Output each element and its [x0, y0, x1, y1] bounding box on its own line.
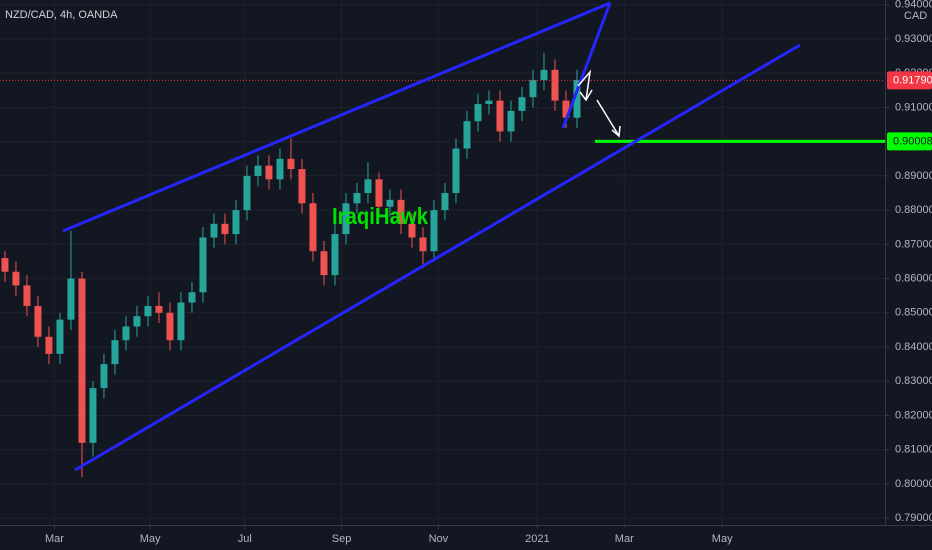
chart-title: NZD/CAD, 4h, OANDA [5, 9, 118, 21]
candle-body [342, 203, 350, 235]
candle-body [56, 319, 64, 354]
candle-body [221, 223, 229, 235]
candle-body [353, 193, 361, 204]
y-tick-label: 0.87000 [895, 238, 932, 250]
level-box [887, 132, 932, 151]
currency-label: CAD [904, 10, 927, 22]
candle-body [155, 305, 163, 313]
y-tick-label: 0.82000 [895, 409, 932, 421]
candle-body [166, 312, 174, 341]
y-tick-label: 0.83000 [895, 375, 932, 387]
plot [0, 0, 885, 525]
candle-body [408, 223, 416, 238]
candle-body [529, 80, 537, 98]
candle-body [177, 302, 185, 341]
arrow-head [611, 125, 621, 138]
candle-body [573, 80, 581, 118]
last-price-label: 0.91790 [893, 74, 932, 86]
candle-body [430, 210, 438, 252]
candle-body [441, 193, 449, 211]
x-tick-label: Mar [615, 533, 634, 545]
candle-body [144, 305, 152, 317]
candle-body [78, 278, 86, 443]
candle-body [397, 199, 405, 224]
x-tick-label: Mar [45, 533, 64, 545]
y-tick-label: 0.91000 [895, 101, 932, 113]
candle-body [331, 234, 339, 276]
candle-body [265, 165, 273, 180]
candle-body [12, 271, 20, 286]
candle-body [507, 110, 515, 132]
y-tick-label: 0.86000 [895, 272, 932, 284]
y-tick-label: 0.80000 [895, 478, 932, 490]
candle-body [188, 292, 196, 303]
wedge-line [561, 2, 612, 129]
candle-body [452, 148, 460, 194]
candle-body [133, 316, 141, 327]
channel-lower [74, 43, 801, 472]
candle-body [298, 169, 306, 204]
x-tick-label: May [712, 533, 733, 545]
candle-body [254, 165, 262, 176]
candle-body [232, 210, 240, 235]
y-tick-label: 0.88000 [895, 204, 932, 216]
candle-body [243, 175, 251, 211]
arrow-path [596, 99, 620, 137]
y-tick-label: 0.79000 [895, 512, 932, 524]
y-tick-label: 0.84000 [895, 341, 932, 353]
channel-upper [62, 1, 611, 233]
candle-body [375, 179, 383, 207]
candle-body [309, 203, 317, 252]
y-tick-label: 0.93000 [895, 33, 932, 45]
candle-body [45, 336, 53, 354]
candle-body [364, 179, 372, 194]
x-tick-label: Sep [332, 533, 352, 545]
x-tick-label: May [140, 533, 161, 545]
candle-body [419, 237, 427, 252]
candle-body [386, 199, 394, 207]
y-tick-label: 0.85000 [895, 307, 932, 319]
candle-body [320, 251, 328, 276]
y-tick-label: 0.81000 [895, 444, 932, 456]
candle-body [89, 388, 97, 443]
last-price-box [887, 71, 932, 90]
candle-body [540, 69, 548, 81]
arrow-path [577, 69, 592, 101]
y-tick-label: 0.94000 [895, 0, 932, 11]
y-tick-label: 0.89000 [895, 170, 932, 182]
x-tick-label: Jul [238, 533, 252, 545]
level-label: 0.90008 [893, 135, 932, 147]
candle-body [474, 104, 482, 122]
candle-body [287, 158, 295, 170]
x-tick-label: 2021 [525, 533, 549, 545]
candle-body [199, 237, 207, 293]
candle-body [551, 69, 559, 101]
axes [0, 0, 932, 526]
candle-body [463, 121, 471, 149]
candle-body [210, 223, 218, 238]
candle-body [485, 100, 493, 105]
candle-body [111, 340, 119, 365]
candle-body [67, 278, 75, 320]
candle-body [518, 97, 526, 111]
candle-body [23, 285, 31, 306]
candle-body [122, 326, 130, 341]
drawings [62, 1, 801, 472]
candle-body [496, 100, 504, 132]
candle-body [276, 158, 284, 180]
candle-body [34, 305, 42, 337]
arrow-head [579, 89, 593, 102]
candle-body [1, 258, 9, 272]
x-tick-label: Nov [429, 533, 449, 545]
candle-body [562, 100, 570, 118]
candle-body [100, 364, 108, 389]
watermark-annotation: IraqiHawk [332, 203, 428, 229]
